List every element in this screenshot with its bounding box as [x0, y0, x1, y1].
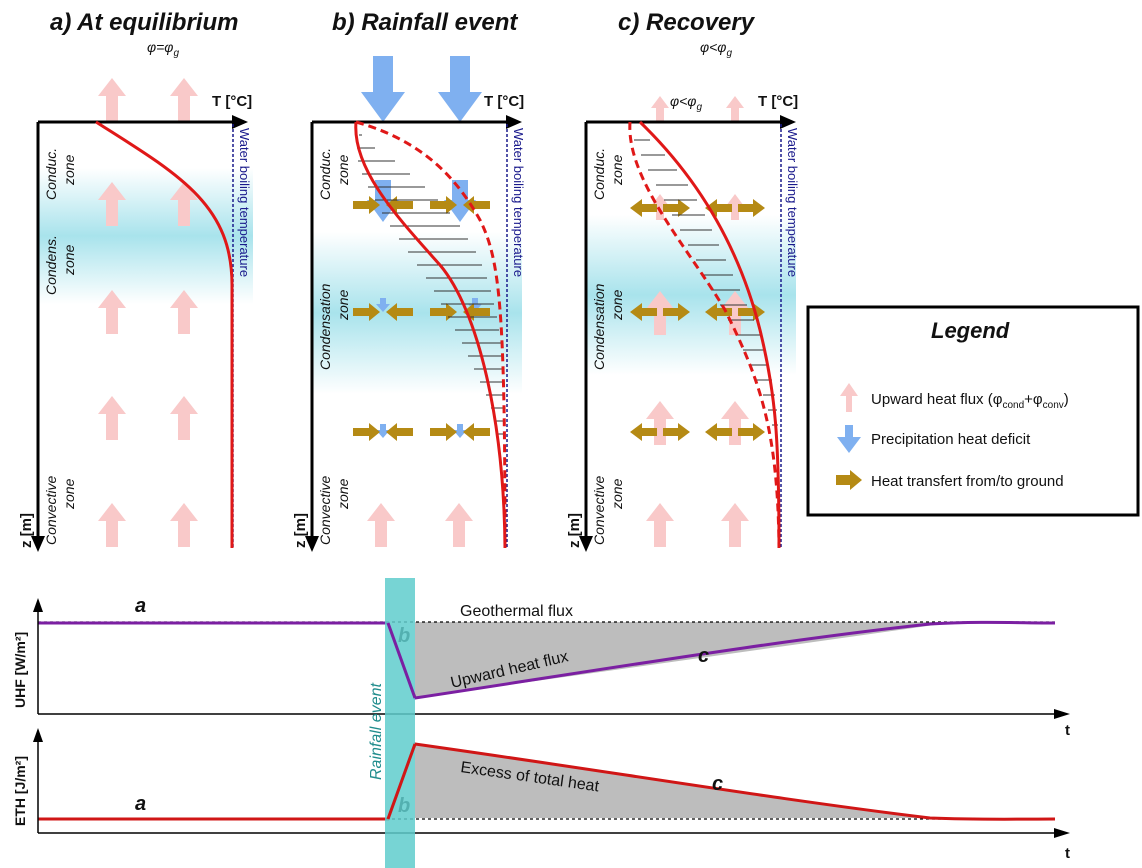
condensation-band — [38, 168, 253, 304]
temperature-axis-arrow-icon — [506, 115, 522, 129]
rainfall-event-band — [385, 578, 415, 868]
precipitation-deficit-icon — [837, 425, 861, 453]
zone-convective: Convective zone — [43, 476, 77, 545]
upward-heat-flux-arrows — [98, 78, 198, 547]
uhf-time-axis-arrow-icon — [1054, 709, 1070, 719]
geothermal-flux-label: Geothermal flux — [460, 603, 573, 620]
uhf-fill — [415, 622, 930, 698]
legend-item-upward-flux: Upward heat flux (φcond+φconv) — [871, 391, 1069, 411]
zone-conduc: Conduc. zone — [317, 148, 351, 200]
panel-b-title: b) Rainfall event — [332, 9, 518, 36]
legend-item-heat-transfer: Heat transfert from/to ground — [871, 473, 1064, 490]
panel-c-subtitle: φ<φg — [700, 39, 732, 59]
inner-flux-label: φ<φg — [670, 93, 702, 113]
eth-t-label: t — [1065, 845, 1070, 862]
boiling-label: Water boiling temperature — [511, 128, 526, 277]
depth-axis-label: z [m] — [566, 513, 583, 548]
eth-y-axis-arrow-icon — [33, 728, 43, 742]
legend-title: Legend — [931, 318, 1010, 343]
zone-convective: Convective zone — [591, 476, 625, 545]
zone-condens: Condensation zone — [591, 283, 625, 370]
panel-a-title: a) At equilibrium — [50, 9, 238, 36]
condensation-band — [586, 215, 796, 375]
zone-conduc: Conduc. zone — [591, 148, 625, 200]
zone-convective: Convective zone — [317, 476, 351, 545]
uhf-t-label: t — [1065, 722, 1070, 739]
uhf-ylabel: UHF [W/m²] — [12, 632, 28, 708]
recovery-arrows — [634, 139, 778, 426]
upward-heat-flux-icon — [840, 383, 858, 412]
zone-condens: Condens. zone — [43, 235, 77, 295]
timeline: UHF [W/m²] a b c Geothermal flux Upward … — [12, 578, 1070, 868]
disturbed-profile — [628, 121, 781, 549]
zone-condens: Condensation zone — [317, 283, 351, 370]
upward-heat-flux-arrows — [367, 503, 473, 547]
legend-box — [806, 305, 1140, 517]
temperature-profile — [95, 120, 234, 548]
legend: Legend Upward heat flux (φcond+φconv) Pr… — [806, 305, 1140, 517]
depth-axis-label: z [m] — [18, 513, 35, 548]
eth-phase-a: a — [135, 793, 146, 815]
eth-fill — [415, 744, 930, 818]
panel-c: T [°C] φ<φg z [m] Water boiling temperat… — [566, 93, 800, 552]
temperature-axis-label: T [°C] — [212, 93, 252, 110]
uhf-curve — [38, 620, 1056, 700]
depth-axis-label: z [m] — [292, 513, 309, 548]
temperature-axis-label: T [°C] — [484, 93, 524, 110]
legend-item-precipitation: Precipitation heat deficit — [871, 431, 1031, 448]
eth-time-axis-arrow-icon — [1054, 828, 1070, 838]
equilibrium-profile — [355, 120, 507, 549]
depth-axis-arrow-icon — [579, 536, 593, 552]
temperature-profile — [638, 120, 781, 549]
depth-axis-arrow-icon — [31, 536, 45, 552]
boiling-label: Water boiling temperature — [237, 128, 252, 277]
uhf-phase-c: c — [698, 645, 709, 667]
panel-b: T [°C] z [m] Water boiling temperature C… — [292, 56, 526, 552]
zone-conduc: Conduc. zone — [43, 148, 77, 200]
panel-a-subtitle: φ=φg — [147, 39, 179, 59]
temperature-axis-arrow-icon — [232, 115, 248, 129]
temperature-axis-label: T [°C] — [758, 93, 798, 110]
temperature-axis-arrow-icon — [780, 115, 796, 129]
uhf-y-axis-arrow-icon — [33, 598, 43, 612]
uhf-phase-a: a — [135, 595, 146, 617]
heat-transfer-icon — [836, 470, 862, 490]
depth-axis-arrow-icon — [305, 536, 319, 552]
panel-a: T [°C] z [m] Water boiling temperature C… — [18, 78, 253, 552]
eth-curve — [38, 742, 1056, 821]
rainfall-event-label: Rainfall event — [368, 683, 385, 781]
eth-ylabel: ETH [J/m²] — [12, 756, 28, 826]
boiling-label: Water boiling temperature — [785, 128, 800, 277]
panel-c-title: c) Recovery — [618, 9, 756, 36]
eth-phase-c: c — [712, 773, 723, 795]
temperature-profile — [354, 121, 507, 549]
